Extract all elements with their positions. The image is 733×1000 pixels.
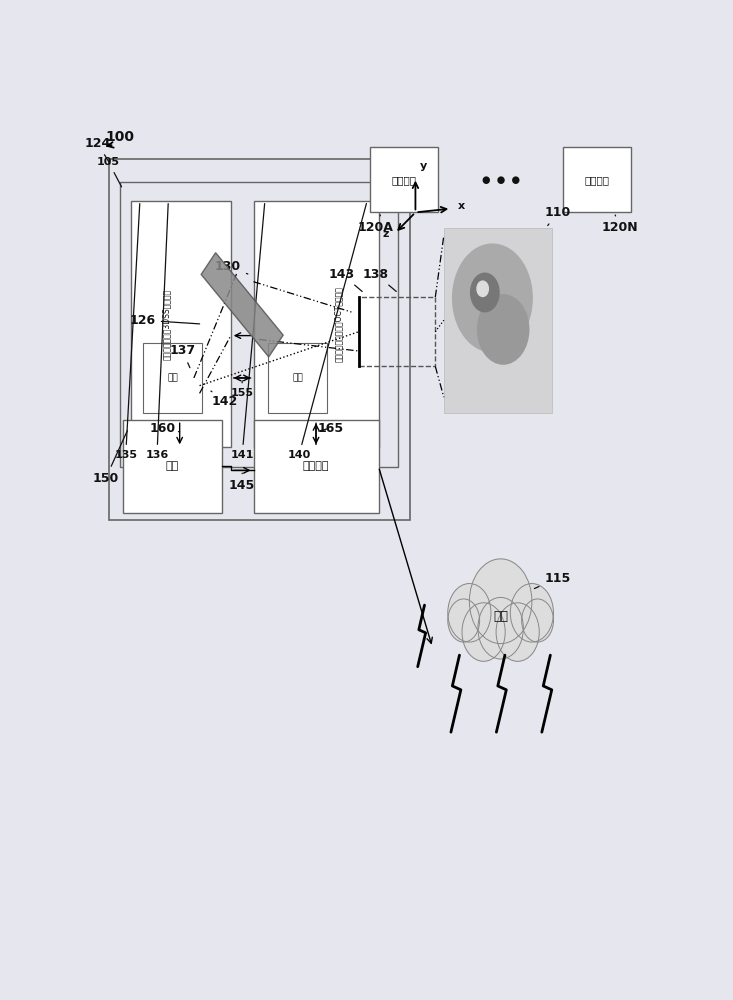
Bar bbox=[108, 158, 410, 520]
Circle shape bbox=[448, 584, 491, 642]
Text: 143: 143 bbox=[328, 267, 362, 291]
Text: 光学相干层析成像（OCT）子系统: 光学相干层析成像（OCT）子系统 bbox=[334, 286, 343, 362]
Text: 165: 165 bbox=[317, 422, 343, 434]
Text: 120N: 120N bbox=[602, 215, 638, 234]
Text: 网络: 网络 bbox=[493, 610, 508, 623]
Text: 计算装置: 计算装置 bbox=[391, 175, 416, 185]
Text: 126: 126 bbox=[130, 314, 199, 327]
Circle shape bbox=[522, 599, 553, 642]
Text: 150: 150 bbox=[92, 431, 128, 485]
Circle shape bbox=[448, 599, 479, 642]
Text: y: y bbox=[420, 161, 427, 171]
Text: 145: 145 bbox=[229, 473, 255, 492]
Text: 124: 124 bbox=[84, 137, 111, 164]
Circle shape bbox=[462, 603, 505, 661]
Circle shape bbox=[478, 597, 523, 659]
Bar bbox=[358, 297, 435, 366]
Circle shape bbox=[471, 273, 499, 312]
Text: 100: 100 bbox=[106, 130, 135, 144]
Text: 电源: 电源 bbox=[166, 462, 179, 472]
Circle shape bbox=[453, 244, 532, 352]
Bar bbox=[254, 420, 378, 513]
Polygon shape bbox=[201, 253, 283, 357]
Text: 141: 141 bbox=[230, 204, 265, 460]
Text: x: x bbox=[458, 201, 465, 211]
Text: 135: 135 bbox=[114, 204, 140, 460]
Bar bbox=[444, 228, 552, 413]
Bar bbox=[370, 147, 438, 212]
Circle shape bbox=[510, 584, 553, 642]
Text: 155: 155 bbox=[231, 381, 254, 398]
Text: 110: 110 bbox=[545, 206, 570, 226]
Text: 140: 140 bbox=[287, 204, 366, 460]
Text: 160: 160 bbox=[150, 422, 180, 434]
Text: 三维表面扫描（3DSS）子系统: 三维表面扫描（3DSS）子系统 bbox=[163, 288, 172, 360]
Text: 142: 142 bbox=[211, 391, 238, 408]
Text: 115: 115 bbox=[534, 572, 570, 589]
Circle shape bbox=[477, 281, 488, 296]
Bar bbox=[268, 343, 328, 413]
Text: 137: 137 bbox=[169, 344, 196, 368]
Bar bbox=[254, 201, 378, 447]
Bar bbox=[123, 420, 222, 513]
Bar bbox=[143, 343, 202, 413]
Circle shape bbox=[469, 559, 532, 644]
Bar bbox=[131, 201, 231, 447]
Text: 计算装置: 计算装置 bbox=[585, 175, 610, 185]
Text: 光源: 光源 bbox=[167, 373, 178, 382]
Text: z: z bbox=[383, 229, 388, 239]
Text: 105: 105 bbox=[97, 157, 122, 187]
Text: 136: 136 bbox=[145, 204, 169, 460]
Bar bbox=[120, 182, 399, 466]
Text: 光源: 光源 bbox=[292, 373, 303, 382]
Circle shape bbox=[478, 295, 528, 364]
Circle shape bbox=[496, 603, 539, 661]
Text: 138: 138 bbox=[363, 267, 397, 291]
Text: 120A: 120A bbox=[358, 215, 394, 234]
Text: 联网硬件: 联网硬件 bbox=[303, 462, 329, 472]
Bar bbox=[563, 147, 631, 212]
Text: ●  ●  ●: ● ● ● bbox=[482, 175, 520, 185]
Text: 130: 130 bbox=[215, 260, 248, 274]
